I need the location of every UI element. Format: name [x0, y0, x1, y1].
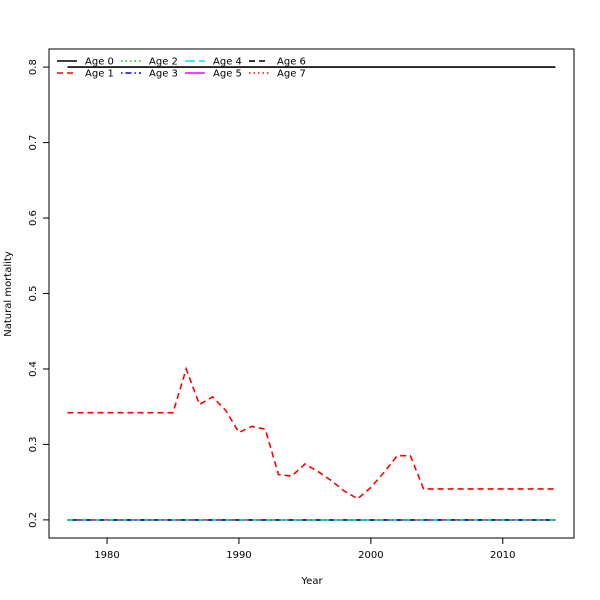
x-tick-label: 2010 [490, 550, 515, 561]
legend-label-age-4: Age 4 [213, 57, 242, 68]
legend-label-age-2: Age 2 [149, 57, 178, 68]
y-tick-label: 0.8 [28, 59, 39, 75]
y-tick-label: 0.5 [28, 286, 39, 302]
y-tick-label: 0.3 [28, 436, 39, 452]
x-axis-label: Year [300, 576, 323, 587]
legend-label-age-1: Age 1 [85, 69, 114, 80]
x-tick-label: 1990 [226, 550, 251, 561]
y-tick-label: 0.2 [28, 512, 39, 528]
legend-label-age-5: Age 5 [213, 69, 242, 80]
legend-label-age-6: Age 6 [277, 57, 306, 68]
y-tick-label: 0.7 [28, 135, 39, 151]
x-tick-label: 2000 [358, 550, 383, 561]
plot-frame [48, 48, 575, 539]
legend-label-age-0: Age 0 [85, 57, 114, 68]
x-tick-label: 1980 [94, 550, 119, 561]
x-axis: 1980 1990 2000 2010 [94, 538, 515, 561]
series-layer [67, 66, 556, 521]
series-line-age-1 [67, 366, 556, 500]
y-axis: 0.2 0.3 0.4 0.5 0.6 0.7 0.8 [28, 59, 49, 528]
y-tick-label: 0.6 [28, 210, 39, 226]
legend-label-age-7: Age 7 [277, 69, 306, 80]
legend-label-age-3: Age 3 [149, 69, 178, 80]
y-tick-label: 0.4 [28, 361, 39, 377]
y-axis-label: Natural mortality [3, 251, 14, 337]
